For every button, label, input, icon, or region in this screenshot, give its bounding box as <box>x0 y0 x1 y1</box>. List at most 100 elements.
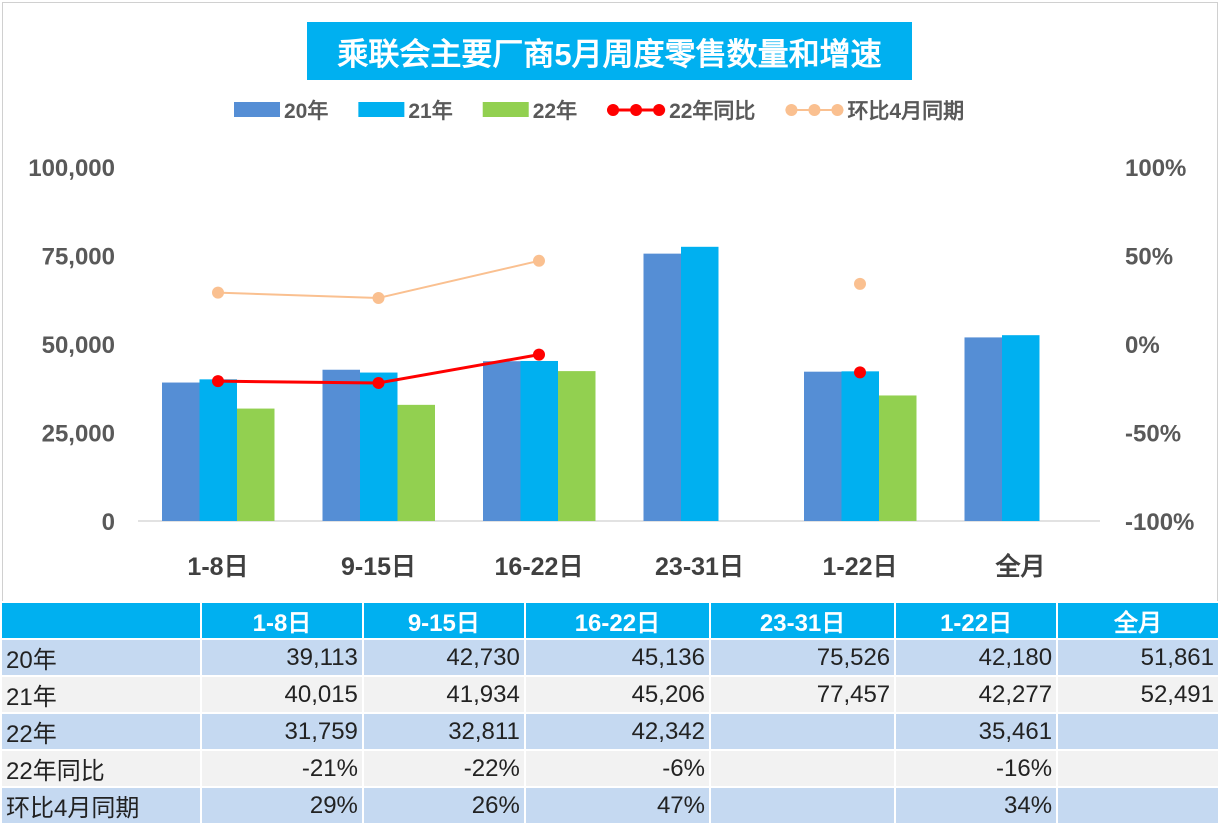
table-cell: -22% <box>361 749 526 788</box>
x-tick-label: 16-22日 <box>495 553 584 581</box>
bar-22年 <box>237 408 275 521</box>
table-cell: 52,491 <box>1056 675 1220 714</box>
x-tick-label: 9-15日 <box>341 553 416 581</box>
legend-marker <box>785 104 798 116</box>
bar-22年 <box>397 404 435 521</box>
bar-22年 <box>879 395 917 521</box>
y-left-tick: 75,000 <box>42 244 115 271</box>
table-cell: 42,730 <box>361 638 526 677</box>
legend-label: 20年 <box>284 99 328 123</box>
table-cell: -21% <box>200 749 364 788</box>
table-cell: 42,342 <box>523 712 711 751</box>
table-cell: 51,861 <box>1056 638 1220 677</box>
table-row: 20年 39,113 42,730 45,136 75,526 42,180 51,861 <box>0 638 1220 677</box>
table-cell: 21年 <box>0 675 202 714</box>
legend-marker <box>808 104 821 116</box>
table-cell: 41,934 <box>361 675 526 714</box>
y-right-tick: 100% <box>1125 155 1186 182</box>
bar-21年 <box>360 372 398 521</box>
y-left-tick: 50,000 <box>42 332 115 359</box>
bar-20年 <box>483 361 521 521</box>
bar-20年 <box>162 382 200 521</box>
table-cell: 40,015 <box>200 675 364 714</box>
table-cell: 77,457 <box>708 675 897 714</box>
legend-label: 21年 <box>408 99 452 123</box>
table-cell: 29% <box>200 786 364 825</box>
point-22年同比 <box>533 348 545 361</box>
table-cell: 22年同比 <box>0 749 202 788</box>
legend-marker <box>831 104 844 116</box>
y-right-tick: 0% <box>1125 332 1160 359</box>
legend-marker <box>607 104 620 116</box>
table-cell: 45,136 <box>523 638 711 677</box>
table-cell <box>1056 786 1220 825</box>
legend-marker <box>630 104 643 116</box>
x-tick-label: 1-8日 <box>187 553 248 581</box>
bar-21年 <box>841 371 879 521</box>
x-tick-label: 全月 <box>994 552 1045 581</box>
table-cell: 1-22日 <box>894 601 1059 640</box>
table-cell: 23-31日 <box>708 601 897 640</box>
table-cell: 34% <box>894 786 1059 825</box>
table-cell: 环比4月同期 <box>0 786 202 825</box>
table-cell: 75,526 <box>708 638 897 677</box>
legend-label: 环比4月同期 <box>847 100 964 123</box>
table-cell: 20年 <box>0 638 202 677</box>
point-环比4月同期 <box>372 291 385 304</box>
bar-20年 <box>804 371 842 521</box>
y-right-tick: 50% <box>1125 244 1173 271</box>
point-22年同比 <box>372 376 385 389</box>
table-cell: 47% <box>523 786 711 825</box>
chart-svg: 0 25,000 50,000 75,000 100,000 -100% -50% 0% 50%… <box>28 99 1194 581</box>
point-环比4月同期 <box>212 286 224 299</box>
table-row: 21年 40,015 41,934 45,206 77,457 42,277 52,491 <box>0 675 1220 714</box>
data-table: 1-8日 9-15日 16-22日 23-31日 1-22日 全月 20年 39,113 42,… <box>0 601 1220 825</box>
table-row: 22年同比 -21% -22% -6% -16% <box>0 749 1220 788</box>
table-cell <box>0 601 202 640</box>
bar-21年 <box>199 379 237 521</box>
table-cell: 1-8日 <box>200 601 364 640</box>
y-right-tick: -50% <box>1125 421 1181 448</box>
table-cell: 31,759 <box>200 712 364 751</box>
x-tick-label: 1-22日 <box>822 553 897 581</box>
legend-label: 22年 <box>533 99 577 123</box>
table-row: 1-8日 9-15日 16-22日 23-31日 1-22日 全月 <box>0 601 1220 640</box>
table-cell: 42,277 <box>894 675 1059 714</box>
table-cell: 16-22日 <box>523 601 711 640</box>
bar-21年 <box>681 246 719 521</box>
bar-21年 <box>1002 335 1040 521</box>
table-cell: 全月 <box>1056 601 1220 640</box>
x-tick-label: 23-31日 <box>655 553 744 581</box>
table-cell: 22年 <box>0 712 202 751</box>
point-22年同比 <box>854 366 866 379</box>
y-left-tick: 0 <box>102 509 115 536</box>
table-row: 22年 31,759 32,811 42,342 35,461 <box>0 712 1220 751</box>
table-cell: -6% <box>523 749 711 788</box>
table-cell <box>708 786 897 825</box>
table-cell <box>708 749 897 788</box>
table-cell: 42,180 <box>894 638 1059 677</box>
chart-title: 乘联会主要厂商5月周度零售数量和增速 <box>307 22 912 80</box>
legend-marker <box>653 104 666 116</box>
table-cell: 35,461 <box>894 712 1059 751</box>
y-left-tick: 100,000 <box>28 155 115 182</box>
table-cell: 9-15日 <box>361 601 526 640</box>
table-row: 环比4月同期 29% 26% 47% 34% <box>0 786 1220 825</box>
point-22年同比 <box>212 375 224 388</box>
table-cell: 32,811 <box>361 712 526 751</box>
bar-20年 <box>322 369 360 521</box>
point-环比4月同期 <box>533 254 545 267</box>
bar-20年 <box>643 253 681 522</box>
table-cell <box>708 712 897 751</box>
legend-swatch <box>234 102 280 117</box>
legend-swatch <box>482 102 529 117</box>
bar-21年 <box>520 360 558 521</box>
table-cell: -16% <box>894 749 1059 788</box>
legend-label: 22年同比 <box>669 99 755 123</box>
legend-swatch <box>358 102 405 117</box>
table-cell: 26% <box>361 786 526 825</box>
table-cell: 45,206 <box>523 675 711 714</box>
y-right-tick: -100% <box>1125 509 1194 536</box>
point-环比4月同期 <box>854 277 866 290</box>
bar-20年 <box>964 337 1002 521</box>
